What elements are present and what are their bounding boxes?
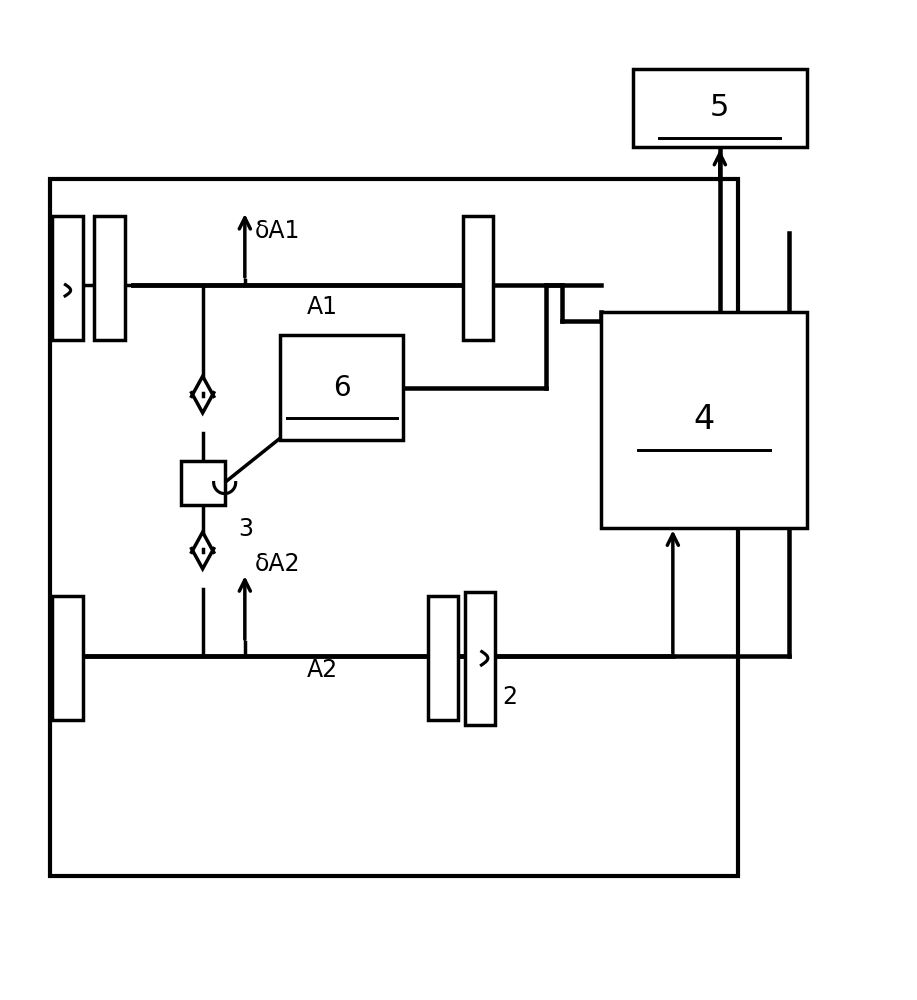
Bar: [465, 592, 495, 725]
Text: 5: 5: [710, 93, 730, 122]
Bar: [463, 216, 493, 340]
Text: δA2: δA2: [255, 552, 301, 576]
Text: 2: 2: [503, 685, 517, 709]
Bar: [181, 461, 225, 505]
Bar: [52, 596, 83, 720]
Bar: [428, 596, 458, 720]
Text: 3: 3: [238, 517, 253, 541]
Text: A2: A2: [307, 658, 338, 682]
Bar: [280, 335, 403, 440]
Bar: [52, 216, 83, 340]
Bar: [633, 69, 807, 147]
Bar: [94, 216, 125, 340]
Text: 6: 6: [333, 374, 350, 402]
Bar: [601, 312, 807, 528]
Text: 4: 4: [693, 403, 714, 436]
Text: δA1: δA1: [255, 219, 300, 243]
Bar: [50, 179, 738, 876]
Text: A1: A1: [307, 295, 338, 319]
